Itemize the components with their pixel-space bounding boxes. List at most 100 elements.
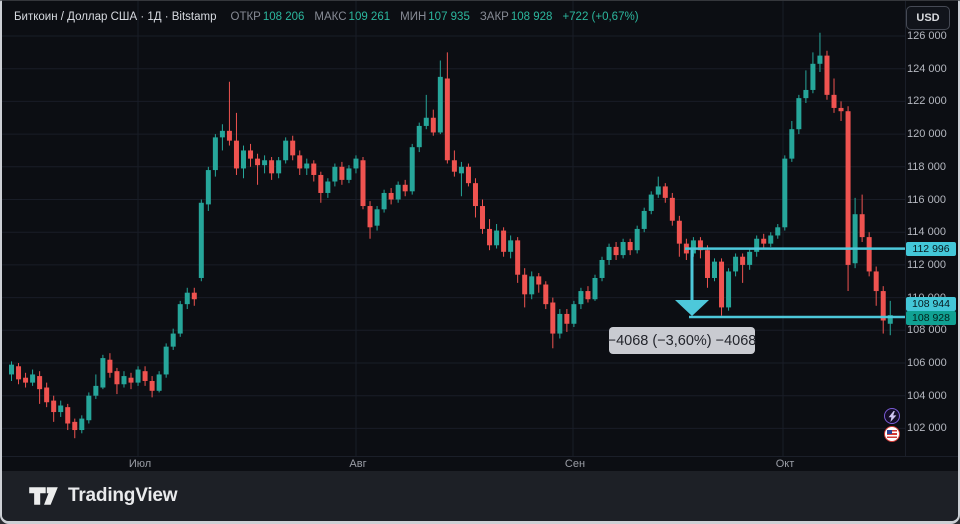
candle-body — [248, 150, 254, 159]
candle-body — [536, 276, 542, 285]
candle-body — [212, 137, 218, 171]
candle-body — [402, 184, 408, 192]
candle-body — [451, 160, 457, 172]
candle-body — [283, 140, 289, 161]
candle-body — [51, 400, 57, 413]
price-tick: 104 000 — [907, 389, 947, 402]
candle-body — [585, 291, 591, 300]
candle-body — [655, 186, 661, 195]
candle-body — [761, 238, 767, 244]
candle-body — [149, 380, 155, 391]
candle-body — [269, 160, 275, 174]
candle-body — [79, 418, 85, 431]
month-tick: Окт — [775, 458, 795, 470]
candle-body — [388, 192, 394, 200]
candle-body — [796, 98, 802, 130]
candle-body — [733, 256, 739, 272]
candle-body — [437, 76, 443, 133]
us-flag-icon — [887, 430, 897, 438]
candle-body — [690, 240, 696, 254]
month-tick: Июл — [128, 458, 152, 470]
price-line-label-upper[interactable]: 112 996 — [906, 242, 956, 256]
candle-body — [515, 240, 521, 275]
candle-body — [543, 284, 549, 305]
candle-body — [838, 107, 844, 112]
candle-body — [430, 117, 436, 133]
price-tick: 126 000 — [907, 30, 947, 42]
candle-body — [170, 333, 176, 347]
lightning-marker-icon[interactable] — [884, 408, 900, 424]
chart-legend[interactable]: Биткоин / Доллар США · 1Д · Bitstamp ОТК… — [14, 8, 639, 26]
candle-body — [65, 407, 71, 424]
candle-body — [859, 214, 865, 238]
candle-body — [754, 238, 760, 252]
candle-body — [592, 277, 598, 300]
price-axis-separator — [905, 1, 906, 456]
candle-body — [522, 274, 528, 295]
candle-body — [240, 150, 246, 169]
candle-body — [262, 160, 268, 166]
candle-body — [578, 291, 584, 305]
candle-body — [142, 371, 148, 381]
price-tick: 114 000 — [907, 226, 946, 239]
candle-body — [416, 125, 422, 148]
candle-body — [845, 111, 851, 265]
candle-body — [177, 304, 183, 334]
price-tick: 122 000 — [907, 95, 947, 108]
candle-body — [114, 371, 120, 385]
candle-body — [458, 166, 464, 174]
candle-body — [465, 166, 471, 184]
price-line-label-lower[interactable]: 108 944 — [906, 297, 956, 311]
candle-body — [817, 55, 823, 64]
candle-body — [395, 184, 401, 200]
currency-toggle-button[interactable]: USD — [906, 6, 950, 30]
candle-body — [205, 170, 211, 205]
footer-bar: TradingView — [2, 471, 958, 521]
ohlc-close: ЗАКР 108 928 — [479, 11, 553, 23]
candle-body — [564, 313, 570, 324]
candle-body — [304, 163, 310, 169]
candle-body — [409, 147, 415, 192]
candle-body — [290, 140, 296, 156]
tradingview-brand[interactable]: TradingView — [28, 485, 178, 507]
candle-body — [704, 250, 710, 278]
candle-body — [726, 271, 732, 308]
ohlc-low: МИН 107 935 — [400, 11, 470, 23]
candle-body — [557, 313, 563, 334]
candle-body — [747, 251, 753, 265]
candle-body — [712, 261, 717, 278]
candle-body — [318, 174, 324, 193]
month-tick: Авг — [349, 458, 367, 470]
candle-body — [824, 55, 830, 95]
candle-body — [346, 168, 352, 180]
price-range-measure-label[interactable]: −4068 (−3,60%) −4068 — [608, 327, 756, 354]
tradingview-logo-icon — [29, 487, 58, 505]
candle-body — [880, 291, 886, 321]
candle-body — [121, 376, 127, 385]
candle-body — [100, 358, 106, 388]
candle-body — [599, 259, 605, 278]
tradingview-brand-name: TradingView — [68, 485, 178, 506]
us-flag-marker-icon[interactable] — [884, 426, 900, 442]
candle-body — [620, 242, 626, 256]
price-change: +722 (+0,67%) — [562, 11, 639, 23]
candle-body — [662, 186, 668, 198]
candle-body — [669, 197, 675, 221]
candle-body — [156, 374, 162, 391]
candle-body — [641, 210, 647, 229]
candle-body — [16, 366, 22, 380]
candle-body — [648, 194, 654, 211]
candle-body — [325, 181, 331, 193]
price-tick: 106 000 — [907, 357, 947, 369]
symbol-title[interactable]: Биткоин / Доллар США · 1Д · Bitstamp — [14, 11, 217, 23]
candle-body — [634, 228, 640, 251]
price-tick: 116 000 — [907, 193, 946, 206]
ohlc-high: МАКС 109 261 — [314, 11, 391, 23]
candle-body — [367, 206, 373, 228]
candle-body — [381, 192, 387, 210]
candle-body — [529, 276, 535, 295]
candle-body — [311, 163, 317, 175]
last-price-label: 108 928 — [906, 311, 956, 325]
candle-body — [44, 387, 50, 403]
